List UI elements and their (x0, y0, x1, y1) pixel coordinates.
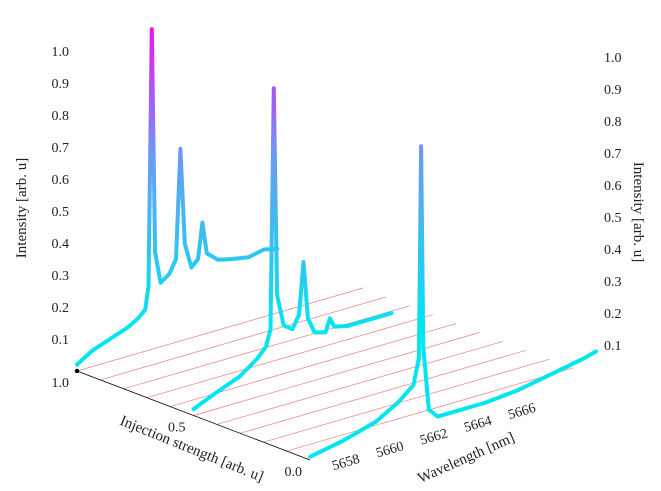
grid-line (216, 341, 503, 425)
y-tick-right: 0.4 (604, 243, 622, 258)
axes (74, 368, 311, 461)
y-tick-left: 0.8 (52, 109, 70, 124)
y-tick-left: 0.1 (52, 333, 70, 348)
tick-labels: 0.1 0.2 0.3 0.4 0.5 0.6 0.7 0.8 0.9 1.0 0.1 0.2 0.3 0… (52, 45, 622, 480)
y-tick-left: 0.7 (52, 141, 70, 156)
y-tick-right: 1.0 (604, 51, 622, 66)
y-tick-right: 0.5 (604, 211, 622, 226)
grid-line (240, 349, 527, 434)
y-tick-left: 0.4 (52, 237, 70, 252)
z-tick: 1.0 (52, 376, 70, 391)
grid-line (146, 314, 433, 399)
y-tick-right: 0.6 (604, 179, 622, 194)
series-lines (75, 27, 598, 459)
y-tick-right: 0.3 (604, 275, 622, 290)
injection-axis-line (76, 370, 311, 461)
series-line-1 (75, 27, 280, 367)
y-tick-left: 0.6 (52, 173, 70, 188)
y-tick-right: 0.2 (604, 307, 622, 322)
series-line-0 (308, 144, 598, 459)
y-tick-left: 0.5 (52, 205, 70, 220)
x-tick: 5662 (419, 426, 450, 448)
y-tick-left: 0.2 (52, 301, 70, 316)
y-axis-label-left: Intensity [arb. u] (14, 158, 30, 258)
y-tick-left: 0.3 (52, 269, 70, 284)
z-tick: 0.5 (168, 421, 186, 436)
grid-line (193, 332, 480, 416)
x-tick: 5660 (375, 439, 406, 461)
axis-origin-dot (74, 368, 80, 374)
grid-line (76, 287, 364, 372)
y-tick-right: 0.9 (604, 83, 622, 98)
y-tick-left: 0.9 (52, 77, 70, 92)
y-tick-right: 0.7 (604, 147, 622, 162)
grid-line (263, 358, 550, 443)
x-tick: 5666 (507, 401, 538, 423)
z-tick: 0.0 (285, 465, 303, 480)
y-tick-right: 0.1 (604, 339, 622, 354)
x-tick: 5658 (331, 452, 362, 474)
z-axis-label: Injection strength [arb. u] (117, 413, 265, 485)
y-tick-left: 1.0 (52, 45, 70, 60)
x-tick: 5664 (463, 414, 494, 436)
series-line-0-5 (191, 86, 394, 412)
y-tick-right: 0.8 (604, 115, 622, 130)
y-axis-label-right: Intensity [arb. u] (630, 162, 646, 262)
grid-line (100, 296, 387, 381)
